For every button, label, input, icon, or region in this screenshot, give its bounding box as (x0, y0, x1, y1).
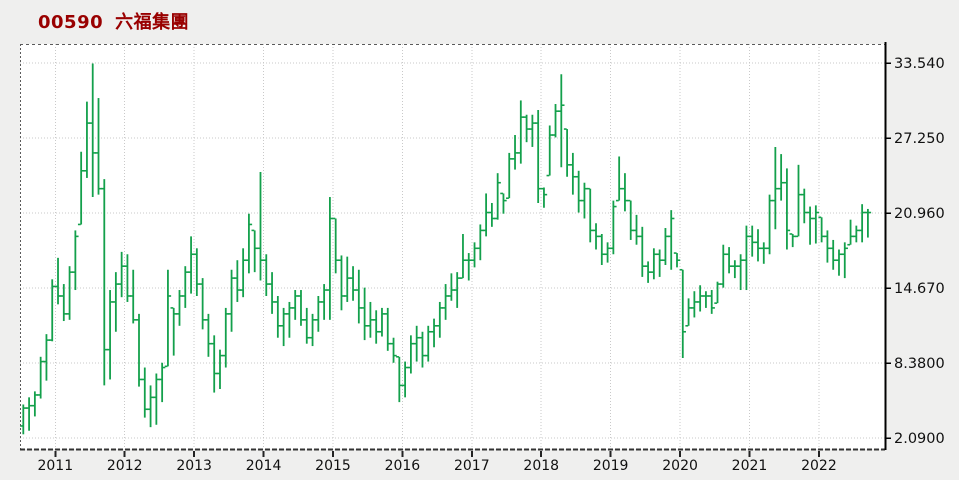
plot-area (20, 44, 885, 449)
y-tick-label: 33.540 (894, 56, 945, 72)
page-title: 00590 六福集團 (38, 8, 189, 34)
y-tick-label: 8.3800 (894, 356, 945, 372)
stock-name: 六福集團 (115, 12, 190, 33)
y-tick-label: 20.960 (894, 206, 945, 222)
y-tick-label: 27.250 (894, 131, 945, 147)
y-tick-label: 14.670 (894, 281, 945, 297)
x-tick-label: 2017 (454, 458, 490, 474)
x-tick-label: 2020 (662, 458, 698, 474)
x-tick-label: 2014 (246, 458, 282, 474)
x-tick-label: 2015 (315, 458, 351, 474)
x-tick-label: 2018 (523, 458, 559, 474)
x-tick-label: 2016 (385, 458, 421, 474)
x-tick-label: 2013 (176, 458, 212, 474)
y-tick-label: 2.0900 (894, 431, 945, 447)
x-tick-label: 2011 (37, 458, 73, 474)
x-tick-label: 2019 (593, 458, 629, 474)
stock-code: 00590 (38, 12, 104, 33)
x-tick-label: 2012 (107, 458, 143, 474)
x-tick-label: 2021 (732, 458, 768, 474)
x-tick-label: 2022 (801, 458, 837, 474)
